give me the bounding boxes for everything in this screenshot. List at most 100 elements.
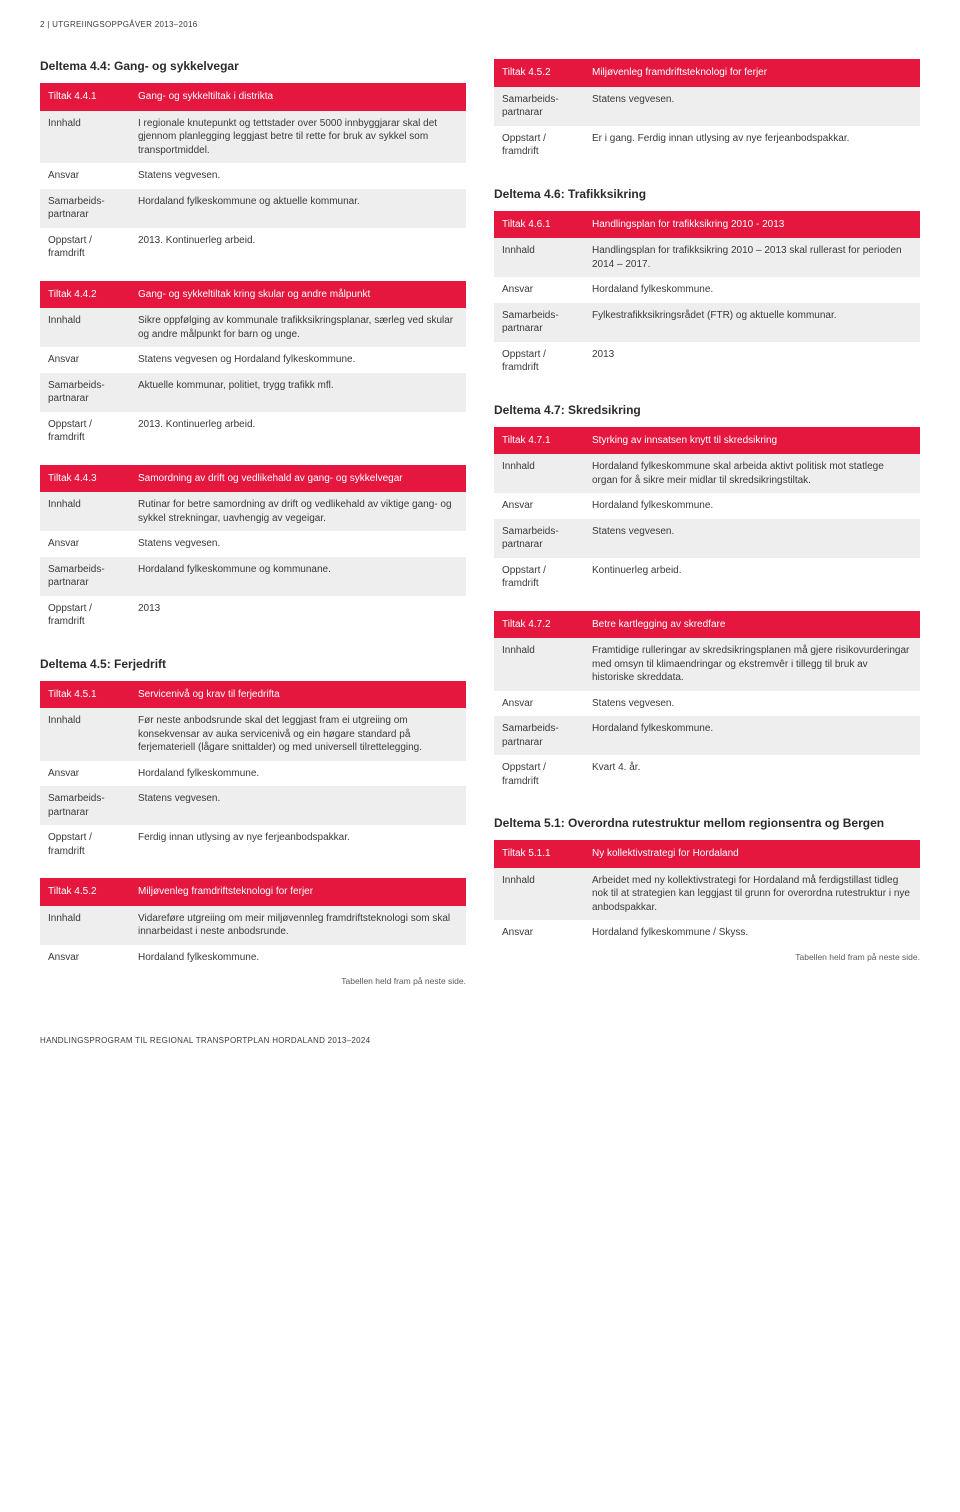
row-label: Innhald [494, 454, 584, 493]
tiltak-4-7-2-table: Tiltak 4.7.2 Betre kartlegging av skredf… [494, 611, 920, 795]
table-row: Innhald Før neste anbodsrunde skal det l… [40, 708, 466, 761]
table-row: Samarbeids-partnarar Statens vegvesen. [40, 786, 466, 825]
row-label: Innhald [40, 308, 130, 347]
row-value: Ferdig innan utlysing av nye ferjeanbods… [130, 825, 466, 864]
tiltak-head: Betre kartlegging av skredfare [584, 611, 920, 639]
tiltak-id: Tiltak 4.4.2 [40, 281, 130, 309]
row-label: Innhald [494, 868, 584, 921]
table-row: Samarbeids-partnarar Statens vegvesen. [494, 519, 920, 558]
table-row: Innhald Arbeidet med ny kollektivstrateg… [494, 868, 920, 921]
tiltak-4-7-1-table: Tiltak 4.7.1 Styrking av innsatsen knytt… [494, 427, 920, 597]
row-label: Ansvar [494, 493, 584, 519]
row-label: Samarbeids-partnarar [494, 87, 584, 126]
row-value: Vidareføre utgreiing om meir miljøvennle… [130, 906, 466, 945]
row-label: Innhald [494, 238, 584, 277]
row-value: Rutinar for betre samordning av drift og… [130, 492, 466, 531]
table-header-row: Tiltak 4.5.2 Miljøvenleg framdriftstekno… [494, 59, 920, 87]
table-row: Samarbeids-partnarar Hordaland fylkeskom… [494, 716, 920, 755]
row-value: Hordaland fylkeskommune. [584, 493, 920, 519]
tiltak-id: Tiltak 4.5.2 [494, 59, 584, 87]
row-value: Kvart 4. år. [584, 755, 920, 794]
row-label: Innhald [40, 111, 130, 164]
table-header-row: Tiltak 4.4.2 Gang- og sykkeltiltak kring… [40, 281, 466, 309]
row-label: Samarbeids-partnarar [40, 786, 130, 825]
row-value: I regionale knutepunkt og tettstader ove… [130, 111, 466, 164]
tiltak-head: Ny kollektivstrategi for Hordaland [584, 840, 920, 868]
deltema-4-5-title: Deltema 4.5: Ferjedrift [40, 657, 466, 671]
row-value: 2013. Kontinuerleg arbeid. [130, 228, 466, 267]
tiltak-id: Tiltak 4.4.3 [40, 465, 130, 493]
row-label: Oppstart / framdrift [40, 412, 130, 451]
row-label: Samarbeids-partnarar [494, 519, 584, 558]
row-value: Hordaland fylkeskommune og kommunane. [130, 557, 466, 596]
row-value: Framtidige rulleringar av skredsikringsp… [584, 638, 920, 691]
page-footer: HANDLINGSPROGRAM TIL REGIONAL TRANSPORTP… [40, 1036, 920, 1045]
row-label: Ansvar [40, 347, 130, 373]
row-label: Oppstart / framdrift [494, 755, 584, 794]
table-row: Oppstart / framdrift Ferdig innan utlysi… [40, 825, 466, 864]
row-label: Oppstart / framdrift [494, 558, 584, 597]
table-row: Oppstart / framdrift 2013 [40, 596, 466, 635]
table-row: Innhald Vidareføre utgreiing om meir mil… [40, 906, 466, 945]
left-column: Deltema 4.4: Gang- og sykkelvegar Tiltak… [40, 59, 466, 996]
row-value: Statens vegvesen. [584, 87, 920, 126]
tiltak-head: Styrking av innsatsen knytt til skredsik… [584, 427, 920, 455]
table-row: Innhald Sikre oppfølging av kommunale tr… [40, 308, 466, 347]
row-label: Ansvar [494, 277, 584, 303]
row-value: Før neste anbodsrunde skal det leggjast … [130, 708, 466, 761]
table-header-row: Tiltak 4.7.1 Styrking av innsatsen knytt… [494, 427, 920, 455]
row-label: Ansvar [40, 531, 130, 557]
row-label: Samarbeids-partnarar [40, 373, 130, 412]
right-column: Tiltak 4.5.2 Miljøvenleg framdriftstekno… [494, 59, 920, 996]
tiltak-4-5-1-table: Tiltak 4.5.1 Servicenivå og krav til fer… [40, 681, 466, 865]
row-label: Ansvar [494, 920, 584, 946]
tiltak-4-4-2-table: Tiltak 4.4.2 Gang- og sykkeltiltak kring… [40, 281, 466, 451]
row-value: Handlingsplan for trafikksikring 2010 – … [584, 238, 920, 277]
deltema-4-7-title: Deltema 4.7: Skredsikring [494, 403, 920, 417]
row-label: Samarbeids-partnarar [494, 303, 584, 342]
tiltak-head: Gang- og sykkeltiltak kring skular og an… [130, 281, 466, 309]
row-value: 2013. Kontinuerleg arbeid. [130, 412, 466, 451]
row-label: Ansvar [40, 163, 130, 189]
row-label: Samarbeids-partnarar [494, 716, 584, 755]
table-header-row: Tiltak 4.7.2 Betre kartlegging av skredf… [494, 611, 920, 639]
table-row: Oppstart / framdrift Kvart 4. år. [494, 755, 920, 794]
table-row: Samarbeids-partnarar Hordaland fylkeskom… [40, 189, 466, 228]
row-value: 2013 [584, 342, 920, 381]
row-label: Oppstart / framdrift [40, 596, 130, 635]
table-header-row: Tiltak 4.4.1 Gang- og sykkeltiltak i dis… [40, 83, 466, 111]
row-label: Ansvar [40, 945, 130, 971]
tiltak-head: Miljøvenleg framdriftsteknologi for ferj… [584, 59, 920, 87]
row-value: 2013 [130, 596, 466, 635]
table-row: Ansvar Statens vegvesen og Hordaland fyl… [40, 347, 466, 373]
tiltak-4-4-3-table: Tiltak 4.4.3 Samordning av drift og vedl… [40, 465, 466, 635]
tiltak-4-5-2-table: Tiltak 4.5.2 Miljøvenleg framdriftstekno… [40, 878, 466, 970]
row-value: Aktuelle kommunar, politiet, trygg trafi… [130, 373, 466, 412]
table-row: Ansvar Statens vegvesen. [40, 531, 466, 557]
row-value: Statens vegvesen. [130, 531, 466, 557]
row-value: Hordaland fylkeskommune. [130, 761, 466, 787]
row-value: Sikre oppfølging av kommunale trafikksik… [130, 308, 466, 347]
row-value: Statens vegvesen. [130, 786, 466, 825]
tiltak-id: Tiltak 4.5.2 [40, 878, 130, 906]
tiltak-id: Tiltak 5.1.1 [494, 840, 584, 868]
table-row: Samarbeids-partnarar Aktuelle kommunar, … [40, 373, 466, 412]
row-value: Hordaland fylkeskommune. [584, 277, 920, 303]
table-header-row: Tiltak 4.4.3 Samordning av drift og vedl… [40, 465, 466, 493]
row-value: Kontinuerleg arbeid. [584, 558, 920, 597]
tiltak-id: Tiltak 4.7.2 [494, 611, 584, 639]
table-row: Oppstart / framdrift Kontinuerleg arbeid… [494, 558, 920, 597]
row-label: Innhald [40, 492, 130, 531]
table-row: Oppstart / framdrift 2013. Kontinuerleg … [40, 228, 466, 267]
two-column-layout: Deltema 4.4: Gang- og sykkelvegar Tiltak… [40, 59, 920, 996]
deltema-4-4-title: Deltema 4.4: Gang- og sykkelvegar [40, 59, 466, 73]
row-value: Hordaland fylkeskommune. [130, 945, 466, 971]
row-label: Innhald [40, 906, 130, 945]
row-label: Oppstart / framdrift [40, 228, 130, 267]
tiltak-4-5-2-cont-table: Tiltak 4.5.2 Miljøvenleg framdriftstekno… [494, 59, 920, 165]
tiltak-head: Gang- og sykkeltiltak i distrikta [130, 83, 466, 111]
tiltak-id: Tiltak 4.6.1 [494, 211, 584, 239]
tiltak-head: Servicenivå og krav til ferjedrifta [130, 681, 466, 709]
table-row: Samarbeids-partnarar Fylkestrafikksikrin… [494, 303, 920, 342]
table-row: Ansvar Statens vegvesen. [40, 163, 466, 189]
